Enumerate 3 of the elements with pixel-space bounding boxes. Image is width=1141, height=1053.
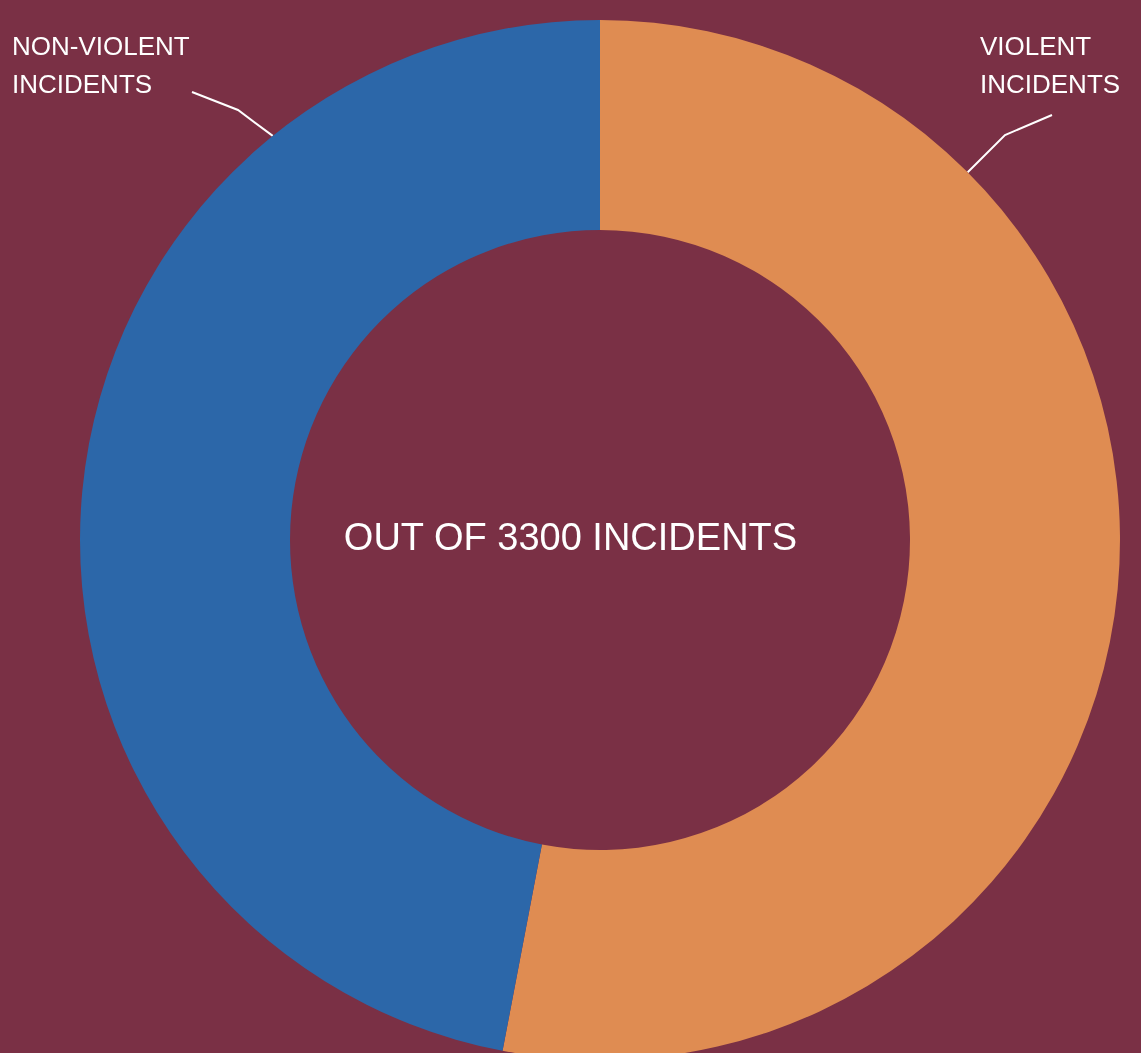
slice-label: NON-VIOLENT INCIDENTS (12, 31, 197, 99)
slice-label: VIOLENT INCIDENTS (980, 31, 1121, 99)
text: OUT OF 3300 INCIDENTS (343, 516, 798, 558)
